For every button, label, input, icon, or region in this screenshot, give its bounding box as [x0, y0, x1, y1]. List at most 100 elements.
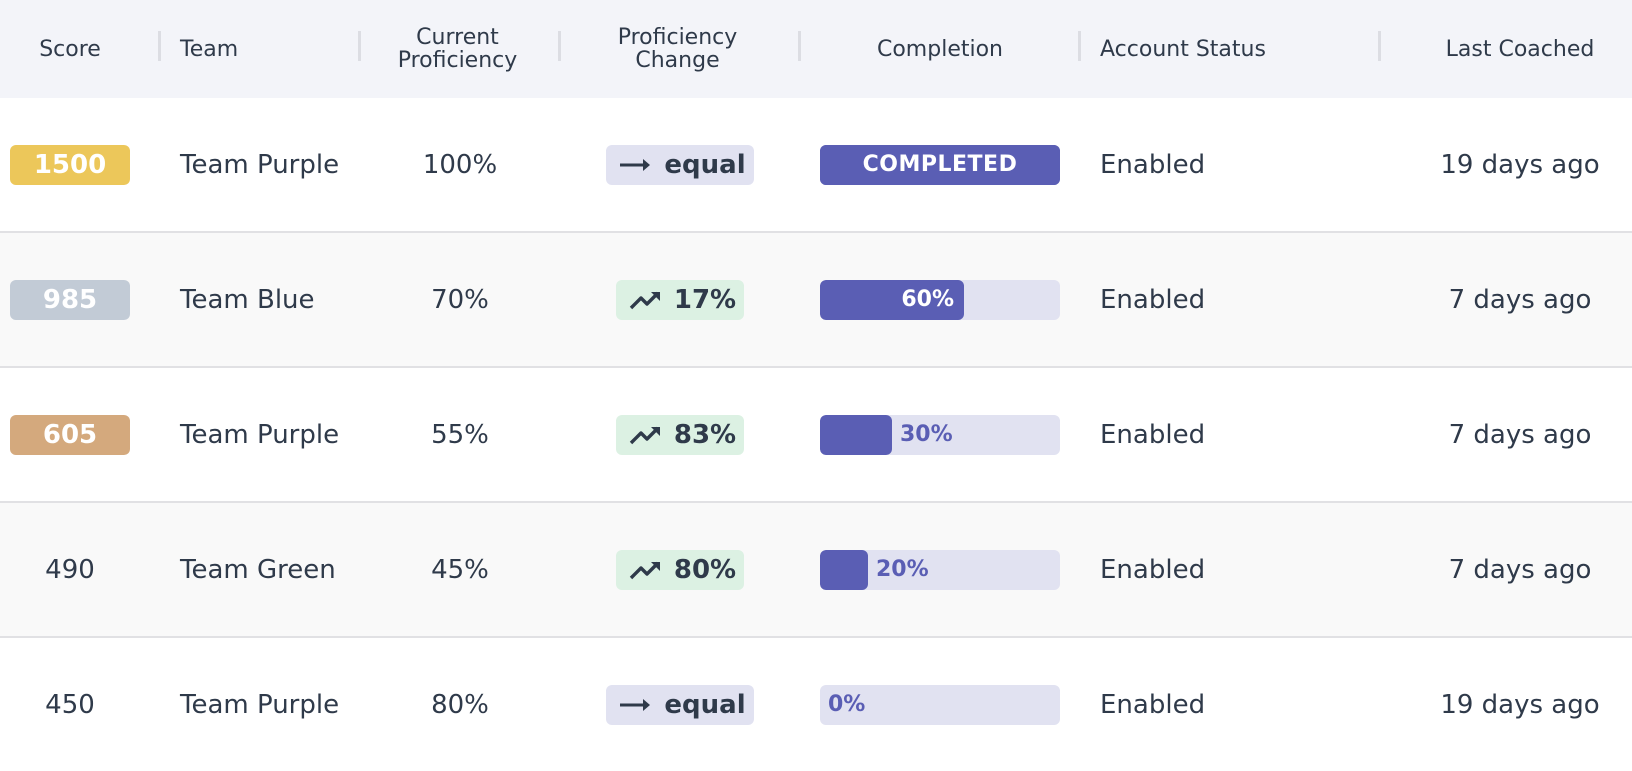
proficiency-change-badge: 80%: [615, 549, 745, 590]
completion-progress-bar: 30%: [820, 414, 1060, 455]
column-header-label: Completion: [876, 36, 1003, 62]
last-coached-cell: 19 days ago: [1420, 638, 1620, 771]
team-cell: Team Green: [180, 503, 350, 636]
column-resize-handle[interactable]: [158, 31, 161, 61]
table-row[interactable]: 450 Team Purple 80% equal 0% Enabled 19 …: [0, 638, 1632, 771]
column-header-completion[interactable]: Completion: [820, 0, 1060, 98]
table-body: 1500 Team Purple 100% equal COMPLETED En…: [0, 98, 1632, 771]
last-coached-value: 19 days ago: [1440, 149, 1600, 180]
arrow-right-icon: [618, 154, 654, 176]
table-row[interactable]: 490 Team Green 45% 80% 20% Enabled 7 day…: [0, 503, 1632, 638]
proficiency-change-value: 83%: [673, 419, 737, 450]
team-cell: Team Purple: [180, 98, 350, 231]
column-header-proficiency-change[interactable]: Proficiency Change: [570, 0, 785, 98]
team-name: Team Purple: [180, 419, 340, 450]
proficiency-change-cell: 17%: [570, 233, 790, 366]
completion-progress-label: 20%: [876, 557, 929, 582]
completion-cell: 60%: [820, 233, 1060, 366]
current-proficiency-value: 45%: [431, 554, 489, 585]
column-header-label: Last Coached: [1445, 36, 1595, 62]
score-value: 450: [45, 689, 95, 720]
completion-cell: COMPLETED: [820, 98, 1060, 231]
score-badge: 985: [10, 279, 130, 320]
column-header-label: Proficiency: [397, 48, 518, 73]
proficiency-change-cell: 83%: [570, 368, 790, 501]
table-row[interactable]: 985 Team Blue 70% 17% 60% Enabled 7 days…: [0, 233, 1632, 368]
current-proficiency-value: 55%: [431, 419, 489, 450]
team-name: Team Purple: [180, 689, 340, 720]
last-coached-cell: 19 days ago: [1420, 98, 1620, 231]
column-header-label: Proficiency: [617, 25, 738, 50]
account-status-value: Enabled: [1100, 554, 1206, 585]
column-resize-handle[interactable]: [358, 31, 361, 61]
last-coached-cell: 7 days ago: [1420, 368, 1620, 501]
account-status-cell: Enabled: [1100, 98, 1370, 231]
current-proficiency-value: 100%: [422, 149, 498, 180]
table-row[interactable]: 1500 Team Purple 100% equal COMPLETED En…: [0, 98, 1632, 233]
score-badge: 1500: [10, 144, 130, 185]
completion-progress-label: 0%: [828, 692, 866, 717]
score-cell: 450: [10, 638, 130, 771]
last-coached-cell: 7 days ago: [1420, 503, 1620, 636]
team-name: Team Green: [180, 554, 336, 585]
last-coached-cell: 7 days ago: [1420, 233, 1620, 366]
last-coached-value: 19 days ago: [1440, 689, 1600, 720]
account-status-value: Enabled: [1100, 284, 1206, 315]
completion-progress-fill: [820, 279, 964, 320]
current-proficiency-cell: 55%: [370, 368, 550, 501]
proficiency-change-badge: 17%: [615, 279, 745, 320]
completion-progress-fill: [820, 144, 1060, 185]
table-row[interactable]: 605 Team Purple 55% 83% 30% Enabled 7 da…: [0, 368, 1632, 503]
team-cell: Team Blue: [180, 233, 350, 366]
current-proficiency-value: 70%: [431, 284, 489, 315]
completion-progress-label: 60%: [901, 287, 954, 312]
column-resize-handle[interactable]: [798, 31, 801, 61]
proficiency-change-badge: equal: [606, 684, 754, 725]
trending-up-icon: [628, 424, 664, 446]
completion-progress-bar: 0%: [820, 684, 1060, 725]
column-header-current-proficiency[interactable]: Current Proficiency: [370, 0, 545, 98]
proficiency-change-badge: equal: [606, 144, 754, 185]
proficiency-change-value: equal: [664, 149, 746, 180]
last-coached-value: 7 days ago: [1448, 554, 1592, 585]
column-header-last-coached[interactable]: Last Coached: [1420, 0, 1620, 98]
score-cell: 490: [10, 503, 130, 636]
proficiency-change-cell: equal: [570, 98, 790, 231]
completion-progress-fill: [820, 549, 868, 590]
proficiency-change-badge: 83%: [615, 414, 745, 455]
column-header-label: Change: [635, 48, 720, 73]
column-resize-handle[interactable]: [1378, 31, 1381, 61]
column-header-account-status[interactable]: Account Status: [1100, 0, 1370, 98]
account-status-cell: Enabled: [1100, 503, 1370, 636]
completion-progress-label: 30%: [900, 422, 953, 447]
proficiency-change-cell: 80%: [570, 503, 790, 636]
team-name: Team Blue: [180, 284, 315, 315]
column-header-label: Team: [180, 36, 239, 62]
column-header-team[interactable]: Team: [180, 0, 350, 98]
account-status-value: Enabled: [1100, 149, 1206, 180]
completion-progress-bar: 20%: [820, 549, 1060, 590]
current-proficiency-cell: 100%: [370, 98, 550, 231]
trending-up-icon: [628, 289, 664, 311]
score-badge: 605: [10, 414, 130, 455]
completion-progress-label: COMPLETED: [862, 152, 1018, 177]
table-header: Score Team Current Proficiency Proficien…: [0, 0, 1632, 98]
score-value: 490: [45, 554, 95, 585]
account-status-cell: Enabled: [1100, 368, 1370, 501]
column-resize-handle[interactable]: [1078, 31, 1081, 61]
column-header-score[interactable]: Score: [10, 0, 130, 98]
completion-cell: 30%: [820, 368, 1060, 501]
column-resize-handle[interactable]: [558, 31, 561, 61]
score-cell: 985: [10, 233, 130, 366]
team-name: Team Purple: [180, 149, 340, 180]
account-status-cell: Enabled: [1100, 638, 1370, 771]
current-proficiency-cell: 80%: [370, 638, 550, 771]
column-header-label: Account Status: [1100, 36, 1266, 62]
current-proficiency-value: 80%: [431, 689, 489, 720]
column-header-label: Score: [39, 36, 101, 62]
column-header-label: Current: [416, 25, 499, 50]
score-cell: 1500: [10, 98, 130, 231]
account-status-value: Enabled: [1100, 419, 1206, 450]
completion-cell: 0%: [820, 638, 1060, 771]
